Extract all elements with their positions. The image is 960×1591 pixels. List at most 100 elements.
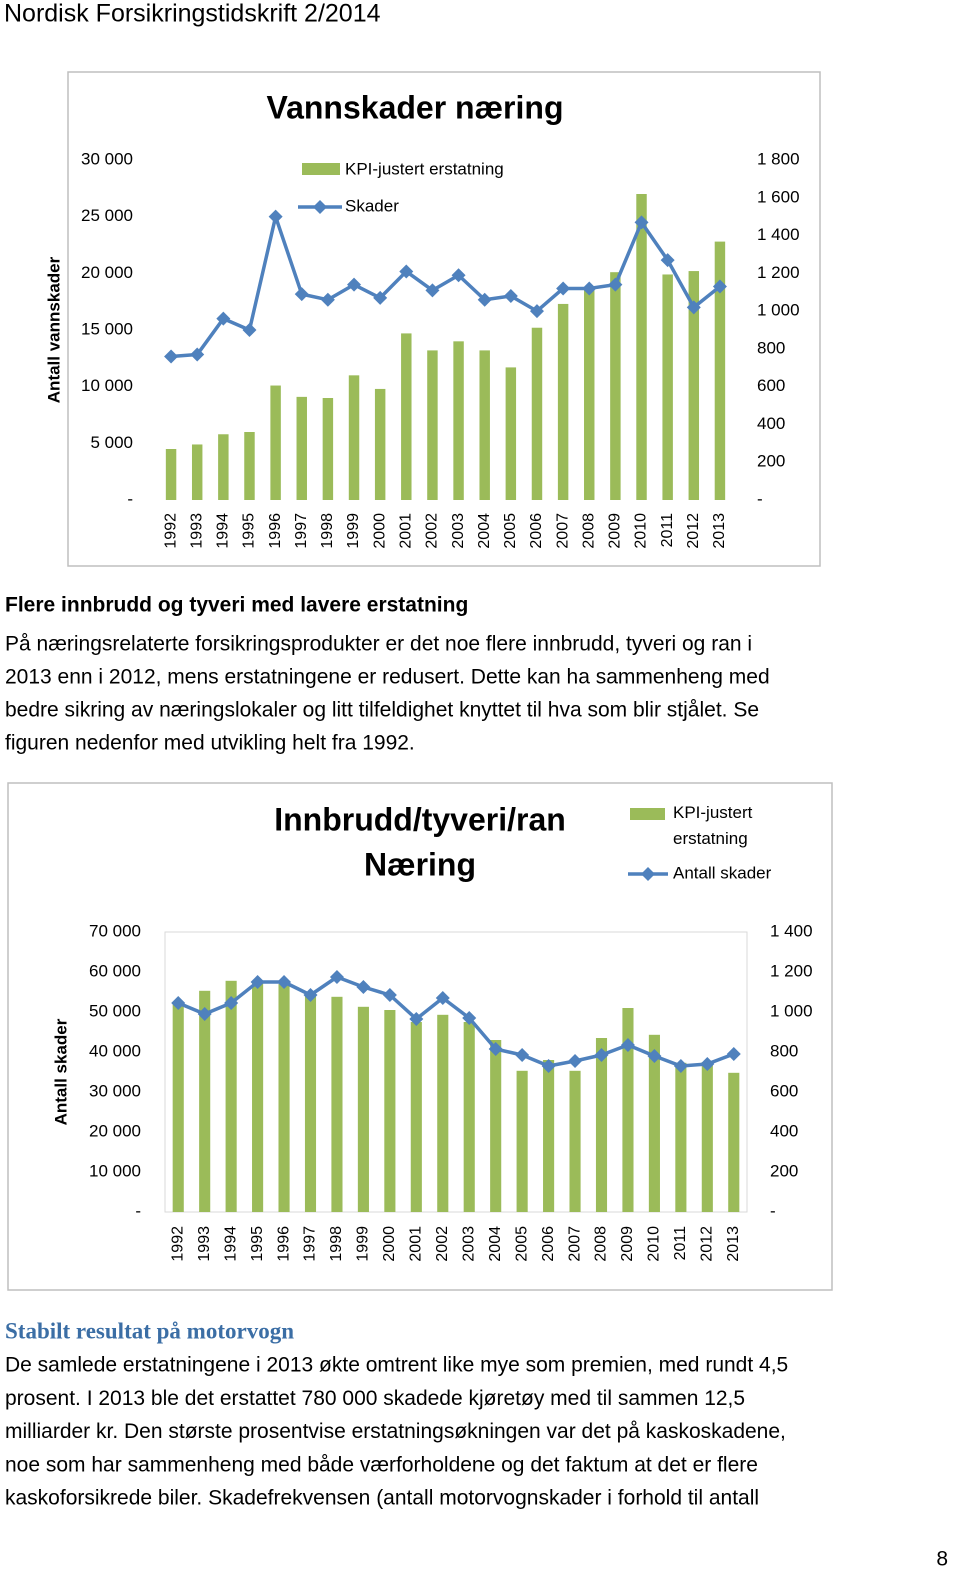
line-marker — [594, 1048, 609, 1062]
plot-border — [164, 931, 748, 1213]
x-tick-label: 2008 — [580, 513, 597, 549]
line-marker — [435, 991, 450, 1005]
x-tick-label: 2008 — [593, 1226, 610, 1262]
bar — [296, 396, 307, 500]
page-number: 8 — [936, 1548, 948, 1571]
paragraph-line: noe som har sammenheng med både værforho… — [5, 1453, 758, 1476]
chart-title: Innbrudd/tyveri/ran — [274, 801, 566, 837]
x-tick-label: 1998 — [319, 513, 336, 549]
x-tick-label: 1994 — [215, 513, 232, 549]
y-tick-label: 20 000 — [89, 1121, 141, 1140]
x-tick-label: 2004 — [476, 513, 493, 549]
y-tick-label: 1 200 — [770, 961, 813, 980]
bar — [278, 984, 290, 1212]
line-marker — [620, 1038, 635, 1052]
line-marker — [164, 349, 179, 364]
bar — [728, 1072, 740, 1212]
bar — [374, 388, 386, 500]
line-marker — [197, 1007, 212, 1021]
legend-label: KPI-justert erstatning — [673, 803, 753, 848]
x-tick-label: 1992 — [162, 513, 179, 549]
legend-swatch — [630, 808, 665, 820]
x-tick-label: 2000 — [371, 513, 388, 549]
x-tick-label: 2009 — [619, 1226, 636, 1262]
y-tick-label: 800 — [770, 1041, 798, 1060]
y-tick-label: - — [757, 489, 763, 508]
bar — [595, 1038, 608, 1212]
legend-marker — [641, 867, 655, 881]
line-marker — [171, 996, 186, 1010]
y-tick-label: 15 000 — [81, 319, 133, 338]
y-tick-label: 1 000 — [770, 1001, 813, 1020]
x-tick-label: 2013 — [711, 513, 728, 549]
y-tick-label: 20 000 — [81, 263, 133, 282]
line-marker — [462, 1011, 477, 1025]
bar — [384, 1010, 396, 1212]
y-tick-label: 1 000 — [757, 301, 800, 320]
x-tick-label: 1992 — [169, 1226, 186, 1262]
x-tick-label: 2003 — [460, 1226, 477, 1262]
bar — [322, 398, 334, 500]
x-tick-label: 1995 — [249, 1226, 266, 1262]
y-tick-label: 50 000 — [89, 1001, 141, 1020]
y-tick-label: 5 000 — [90, 433, 133, 452]
bar — [569, 1070, 581, 1212]
bar — [401, 333, 412, 500]
y-tick-label: 1 200 — [757, 263, 800, 282]
legend-marker — [313, 200, 327, 214]
chart-title: Næring — [364, 846, 476, 882]
x-tick-label: 1999 — [355, 1226, 372, 1262]
line-marker — [373, 290, 388, 305]
line-marker — [700, 1057, 715, 1071]
bar — [437, 1014, 449, 1212]
line-marker — [216, 311, 231, 326]
line-marker — [451, 268, 466, 283]
legend-label: Skader — [345, 196, 399, 215]
x-tick-label: 1995 — [241, 513, 258, 549]
y-tick-label: 600 — [757, 376, 785, 395]
y-tick-label: 25 000 — [81, 206, 133, 225]
bar — [244, 432, 255, 500]
x-tick-label: 2010 — [633, 513, 650, 549]
line-marker — [425, 283, 440, 298]
y-tick-label: 10 000 — [89, 1161, 141, 1180]
line-marker — [347, 277, 362, 292]
x-tick-label: 1996 — [267, 513, 284, 549]
y-tick-label: 400 — [757, 414, 785, 433]
x-tick-label: 2007 — [554, 513, 571, 549]
legend-label: Antall skader — [673, 863, 772, 882]
paragraph-line: kaskoforsikrede biler. Skadefrekvensen (… — [5, 1487, 759, 1510]
chart-title: Vannskader næring — [267, 89, 564, 125]
chart-frame — [67, 71, 821, 567]
bar — [648, 1034, 660, 1212]
bar — [427, 350, 438, 500]
line-marker — [673, 1059, 688, 1073]
x-tick-label: 2000 — [381, 1226, 398, 1262]
line-marker — [399, 264, 414, 279]
bar — [479, 350, 490, 500]
x-tick-label: 2012 — [685, 513, 702, 549]
line-marker — [329, 970, 344, 984]
y-tick-label: - — [770, 1201, 776, 1220]
line-marker — [582, 281, 597, 296]
y-tick-label: 400 — [770, 1121, 798, 1140]
y-tick-label: 1 600 — [757, 187, 800, 206]
line-marker — [242, 323, 257, 337]
bar — [490, 1040, 502, 1212]
y-tick-label: 200 — [770, 1161, 798, 1180]
line-marker — [556, 281, 571, 296]
line-marker — [268, 209, 283, 224]
line-marker — [634, 215, 649, 230]
paragraph-line: bedre sikring av næringslokaler og litt … — [5, 699, 759, 722]
bar — [662, 274, 673, 500]
bar — [453, 341, 464, 500]
paragraph-line: 2013 enn i 2012, mens erstatningene er r… — [5, 666, 770, 689]
line-marker — [382, 988, 397, 1002]
x-tick-label: 1997 — [293, 513, 310, 549]
line-marker — [303, 988, 318, 1002]
bar — [531, 327, 543, 500]
legend-label: KPI-justert erstatning — [345, 159, 504, 178]
line-marker — [726, 1047, 741, 1061]
x-tick-label: 2011 — [659, 513, 676, 548]
